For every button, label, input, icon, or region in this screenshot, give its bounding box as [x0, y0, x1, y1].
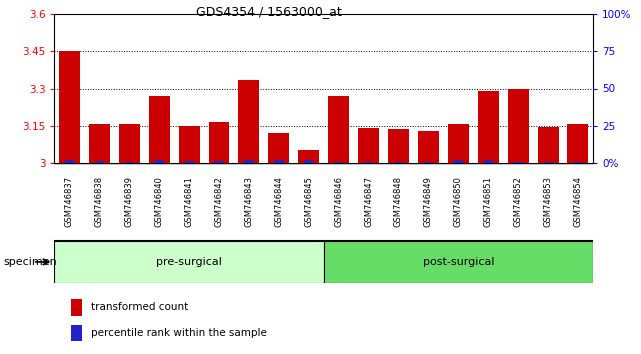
Bar	[328, 96, 349, 163]
Bar	[185, 161, 194, 163]
Bar	[448, 125, 469, 163]
Bar	[483, 160, 493, 163]
Bar	[85, 163, 114, 241]
Bar	[533, 163, 563, 241]
Text: GSM746844: GSM746844	[274, 176, 283, 227]
Bar	[383, 163, 413, 241]
Text: GSM746852: GSM746852	[513, 176, 522, 227]
Text: specimen: specimen	[3, 257, 57, 267]
Bar	[238, 80, 260, 163]
Bar	[418, 131, 439, 163]
Bar	[444, 163, 473, 241]
Bar	[274, 160, 283, 163]
Bar	[364, 162, 373, 163]
Bar	[71, 299, 83, 315]
Bar	[65, 160, 74, 163]
Bar	[71, 325, 83, 341]
Bar	[538, 127, 558, 163]
Bar	[54, 241, 324, 283]
Bar	[334, 162, 344, 163]
Bar	[424, 162, 433, 163]
Bar	[124, 162, 134, 163]
Bar	[358, 128, 379, 163]
Bar	[413, 163, 444, 241]
Bar	[214, 161, 224, 163]
Text: GSM746838: GSM746838	[95, 176, 104, 227]
Bar	[244, 160, 254, 163]
Bar	[454, 160, 463, 163]
Text: GSM746853: GSM746853	[544, 176, 553, 227]
Text: GSM746851: GSM746851	[484, 176, 493, 227]
Bar	[503, 163, 533, 241]
Text: GSM746840: GSM746840	[154, 176, 163, 227]
Text: GSM746847: GSM746847	[364, 176, 373, 227]
Bar	[394, 162, 403, 163]
Text: post-surgical: post-surgical	[422, 257, 494, 267]
Bar	[573, 162, 583, 163]
Bar	[114, 163, 144, 241]
Bar	[204, 163, 234, 241]
Text: GSM746845: GSM746845	[304, 176, 313, 227]
Text: GSM746837: GSM746837	[65, 176, 74, 227]
Text: transformed count: transformed count	[90, 302, 188, 312]
Bar	[513, 162, 523, 163]
Bar	[478, 91, 499, 163]
Bar	[544, 162, 553, 163]
Bar	[149, 96, 170, 163]
Bar	[508, 88, 529, 163]
Bar	[304, 160, 313, 163]
Bar	[59, 51, 80, 163]
Bar	[388, 130, 409, 163]
Text: GSM746839: GSM746839	[125, 176, 134, 227]
Bar	[208, 122, 229, 163]
Text: GSM746843: GSM746843	[244, 176, 253, 227]
Bar	[95, 161, 104, 163]
Bar	[174, 163, 204, 241]
Bar	[473, 163, 503, 241]
Bar	[269, 133, 289, 163]
Bar	[324, 241, 593, 283]
Text: GSM746842: GSM746842	[215, 176, 224, 227]
Text: GSM746841: GSM746841	[185, 176, 194, 227]
Bar	[567, 125, 588, 163]
Bar	[563, 163, 593, 241]
Bar	[324, 163, 354, 241]
Text: GSM746848: GSM746848	[394, 176, 403, 227]
Bar	[294, 163, 324, 241]
Bar	[54, 163, 85, 241]
Bar	[298, 150, 319, 163]
Bar	[264, 163, 294, 241]
Bar	[119, 125, 140, 163]
Text: percentile rank within the sample: percentile rank within the sample	[90, 328, 267, 338]
Bar	[354, 163, 383, 241]
Text: pre-surgical: pre-surgical	[156, 257, 222, 267]
Text: GSM746846: GSM746846	[334, 176, 343, 227]
Text: GDS4354 / 1563000_at: GDS4354 / 1563000_at	[196, 5, 342, 18]
Text: GSM746849: GSM746849	[424, 176, 433, 227]
Text: GSM746850: GSM746850	[454, 176, 463, 227]
Bar	[89, 125, 110, 163]
Bar	[144, 163, 174, 241]
Bar	[234, 163, 264, 241]
Text: GSM746854: GSM746854	[574, 176, 583, 227]
Bar	[179, 126, 199, 163]
Bar	[154, 160, 164, 163]
